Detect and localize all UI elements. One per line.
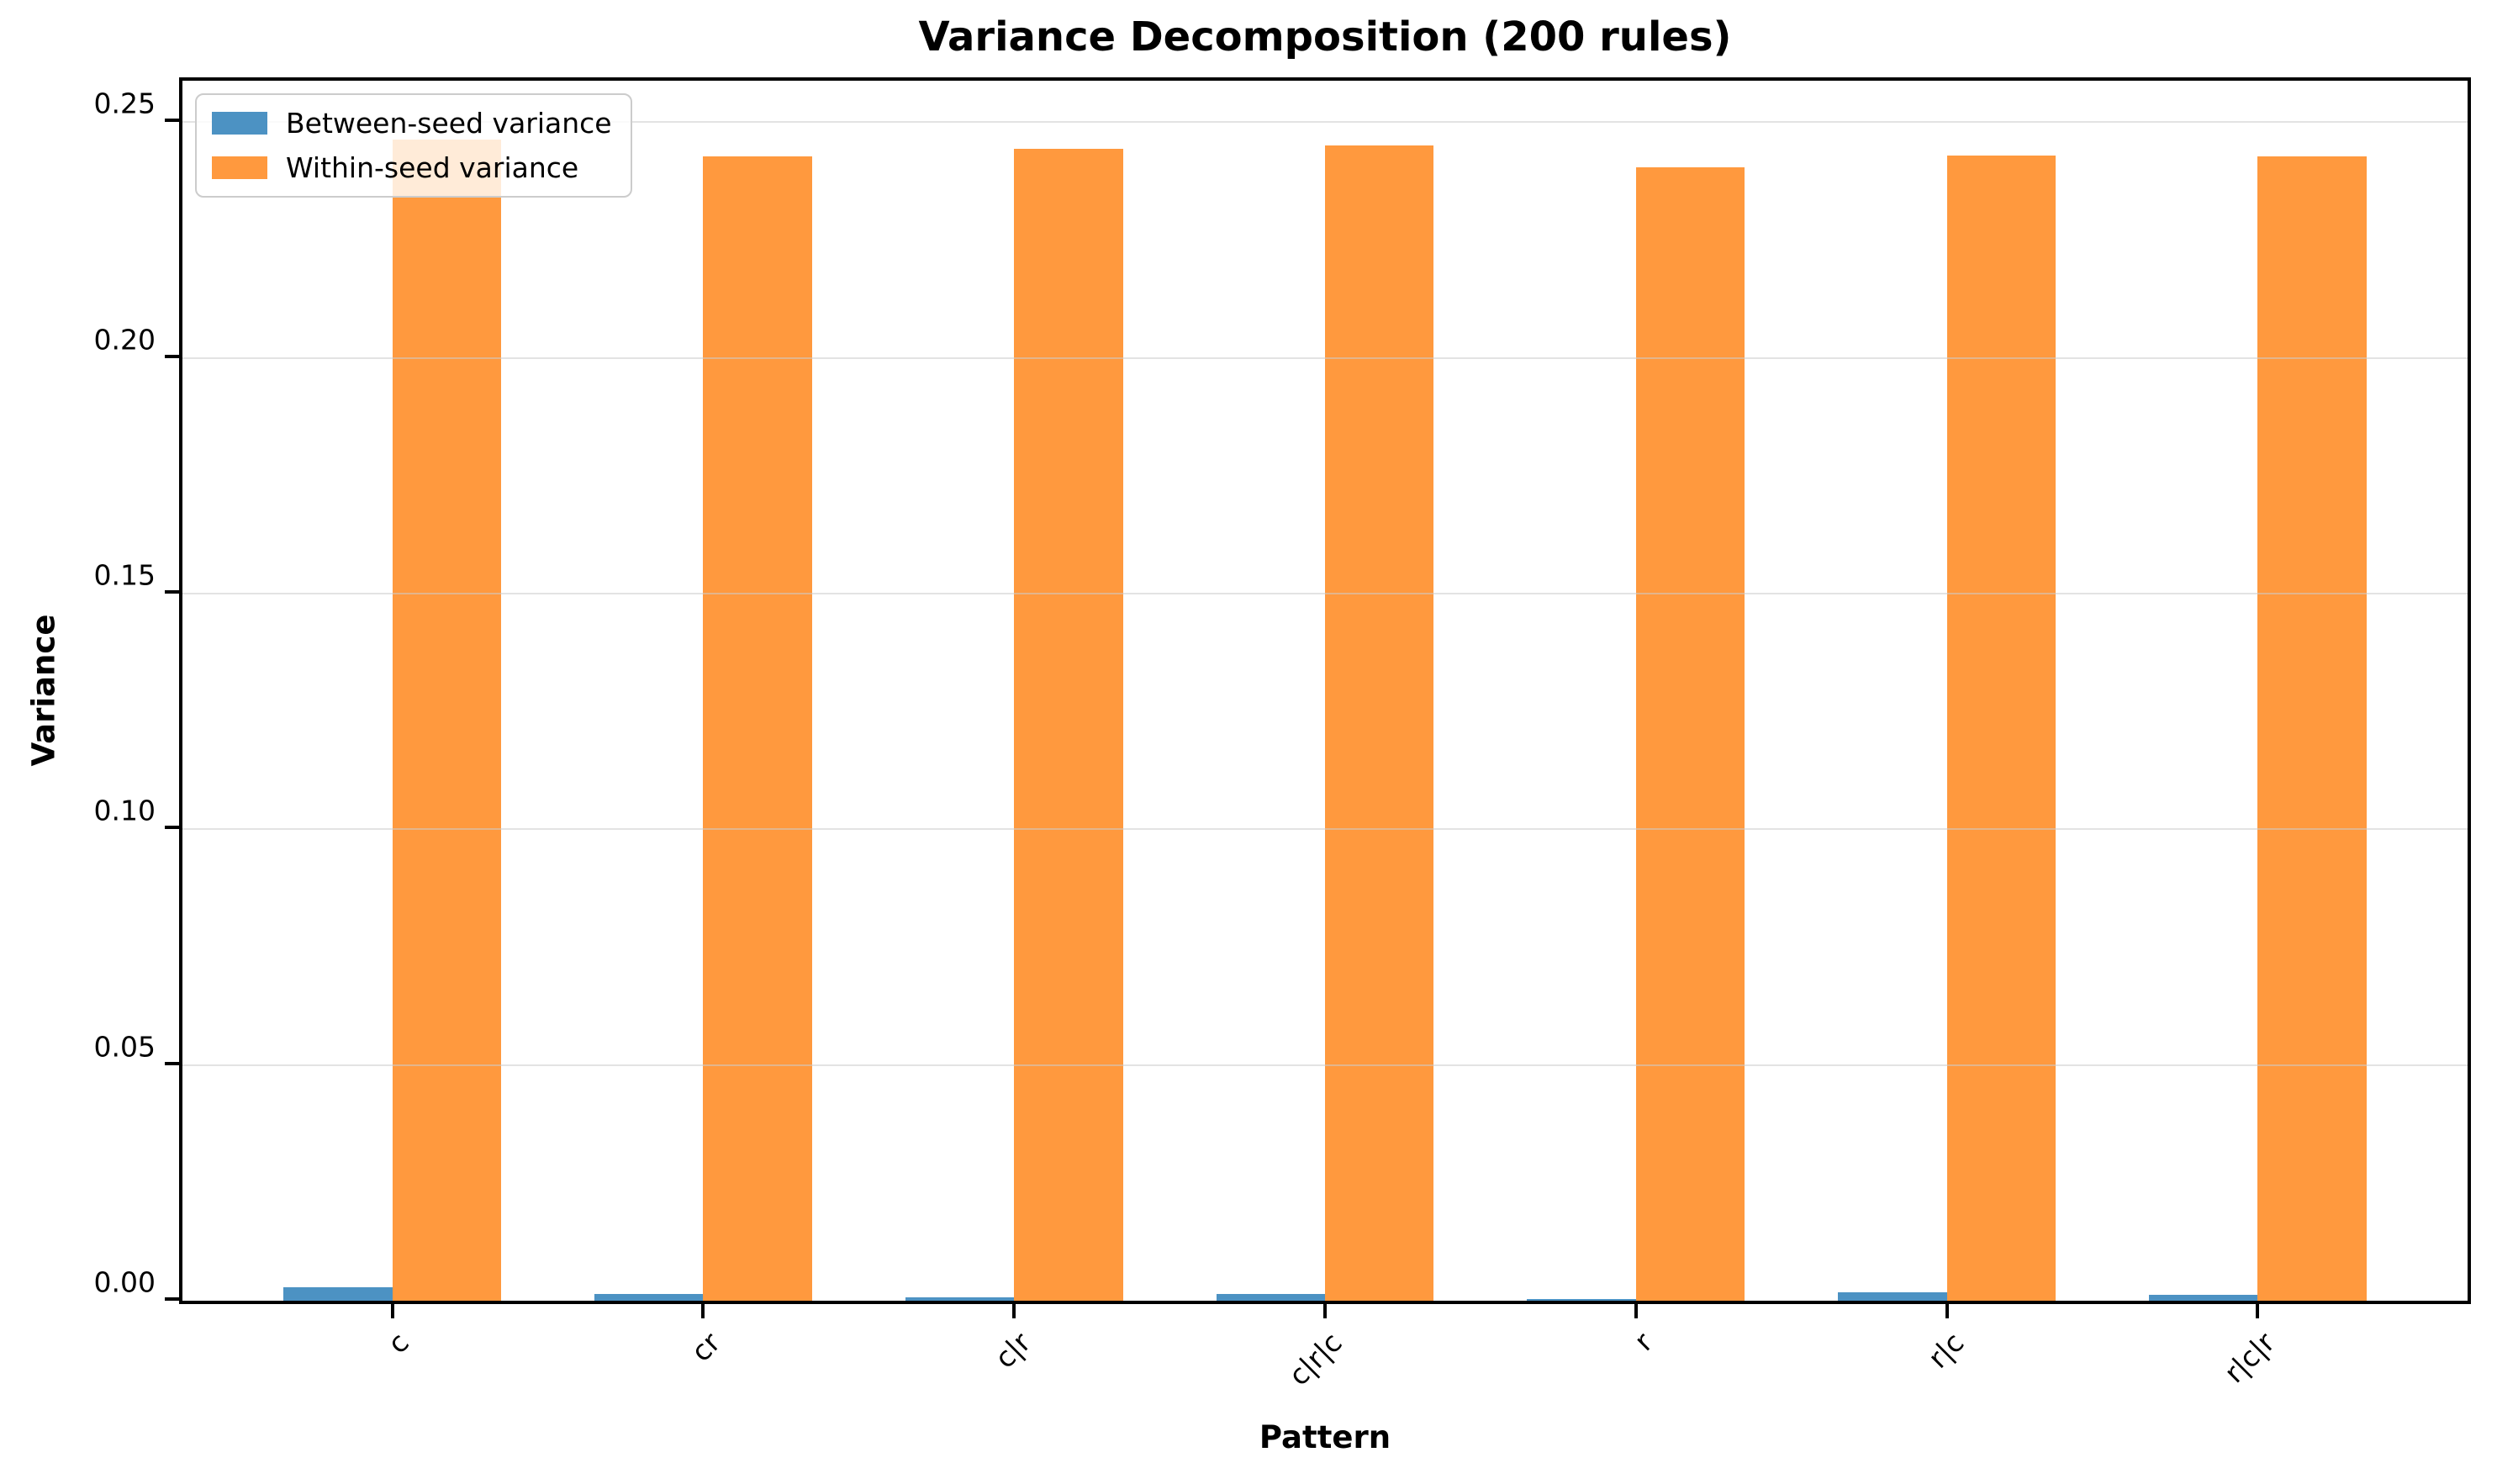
x-tick-label-cr: cr bbox=[684, 1326, 726, 1369]
x-axis-label: Pattern bbox=[1259, 1419, 1391, 1455]
y-tick-0.25 bbox=[165, 119, 179, 123]
bar-within-seed-c|r|c bbox=[1325, 145, 1434, 1301]
y-tick-0.10 bbox=[165, 826, 179, 830]
x-tick-label-r|c: r|c bbox=[1921, 1326, 1971, 1375]
legend-swatch-between-seed bbox=[212, 112, 267, 135]
y-tick-label-0.15: 0.15 bbox=[93, 558, 156, 592]
legend-item-between-seed: Between-seed variance bbox=[212, 107, 612, 140]
bar-within-seed-cr bbox=[703, 156, 812, 1301]
y-tick-0.05 bbox=[165, 1061, 179, 1065]
x-tick-cr bbox=[701, 1304, 705, 1318]
y-tick-0.20 bbox=[165, 354, 179, 358]
bar-within-seed-c|r bbox=[1014, 148, 1123, 1301]
bar-between-seed-cr bbox=[594, 1293, 704, 1301]
legend-item-within-seed: Within-seed variance bbox=[212, 151, 612, 184]
x-tick-r|c bbox=[1945, 1304, 1949, 1318]
x-tick-c bbox=[390, 1304, 394, 1318]
x-tick-label-c: c bbox=[381, 1326, 416, 1360]
x-tick-label-c|r|c: c|r|c bbox=[1282, 1326, 1349, 1392]
bar-within-seed-r|c bbox=[1946, 156, 2056, 1301]
bar-within-seed-r bbox=[1635, 166, 1745, 1301]
bar-between-seed-r|c|r bbox=[2148, 1294, 2258, 1301]
bar-within-seed-r|c|r bbox=[2257, 156, 2367, 1301]
y-tick-label-0.10: 0.10 bbox=[93, 794, 156, 827]
legend-label-between-seed: Between-seed variance bbox=[286, 107, 612, 140]
x-tick-label-c|r: c|r bbox=[988, 1326, 1037, 1375]
y-tick-label-0.20: 0.20 bbox=[93, 323, 156, 356]
y-tick-label-0.05: 0.05 bbox=[93, 1030, 156, 1064]
legend: Between-seed variance Within-seed varian… bbox=[195, 93, 632, 198]
bar-within-seed-c bbox=[392, 139, 502, 1301]
chart-title: Variance Decomposition (200 rules) bbox=[918, 13, 1732, 61]
y-axis-label: Variance bbox=[25, 614, 62, 767]
x-tick-r bbox=[1634, 1304, 1638, 1318]
y-tick-label-0.25: 0.25 bbox=[93, 87, 156, 120]
x-tick-label-r|c|r: r|c|r bbox=[2217, 1326, 2281, 1390]
bar-between-seed-c|r|c bbox=[1216, 1294, 1325, 1301]
legend-swatch-within-seed bbox=[212, 156, 267, 179]
x-tick-c|r bbox=[1012, 1304, 1016, 1318]
x-tick-c|r|c bbox=[1323, 1304, 1327, 1318]
plot-area: c cr c|r c|r|c r r|c r|c|r 0.00 0.05 0.10 0.15 0.20… bbox=[94, 77, 2471, 1392]
bar-between-seed-r|c bbox=[1838, 1291, 1947, 1301]
bar-between-seed-c bbox=[283, 1286, 393, 1301]
legend-label-within-seed: Within-seed variance bbox=[286, 151, 579, 184]
plot-canvas: c cr c|r c|r|c r r|c r|c|r 0.00 0.05 0.10 0.15 0.20… bbox=[94, 81, 2468, 1392]
y-tick-0.15 bbox=[165, 590, 179, 594]
x-tick-label-r: r bbox=[1628, 1326, 1660, 1358]
bar-between-seed-c|r bbox=[905, 1297, 1015, 1301]
bar-between-seed-r bbox=[1527, 1298, 1636, 1301]
y-tick-label-0.00: 0.00 bbox=[93, 1265, 156, 1299]
y-tick-0.00 bbox=[165, 1297, 179, 1301]
x-tick-r|c|r bbox=[2256, 1304, 2260, 1318]
